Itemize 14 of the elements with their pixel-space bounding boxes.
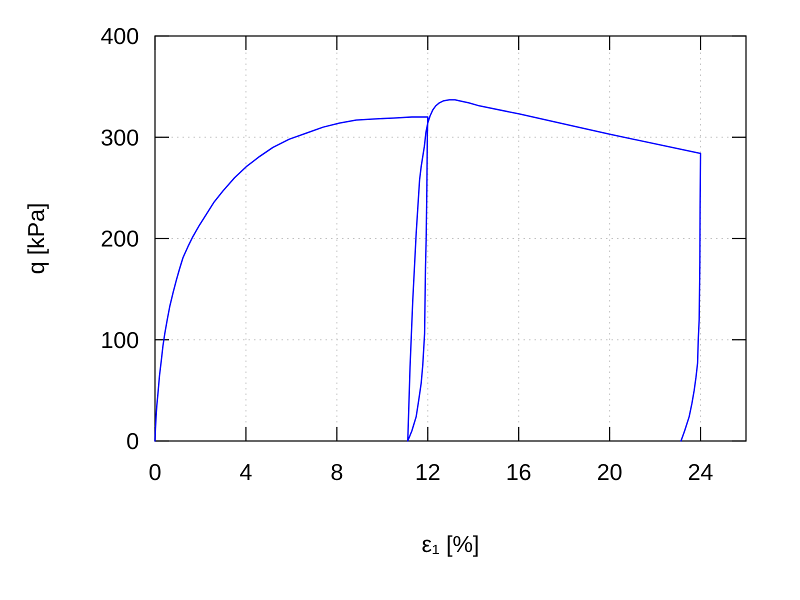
- y-tick-label: 200: [100, 226, 139, 252]
- x-tick-label: 24: [688, 459, 714, 485]
- y-tick-label: 300: [100, 124, 139, 150]
- x-tick-label: 12: [414, 459, 441, 485]
- x-tick-label: 4: [240, 459, 253, 485]
- y-tick-label: 400: [100, 23, 139, 49]
- x-tick-label: 16: [506, 459, 532, 485]
- x-tick-label: 0: [148, 459, 162, 485]
- x-tick-label: 8: [330, 459, 344, 485]
- x-tick-label: 20: [596, 459, 622, 485]
- y-tick-label: 100: [100, 326, 139, 353]
- y-axis-title: q [kPa]: [23, 202, 49, 274]
- y-tick-label: 0: [126, 428, 139, 454]
- x-axis-title: ε₁ [%]: [422, 531, 480, 557]
